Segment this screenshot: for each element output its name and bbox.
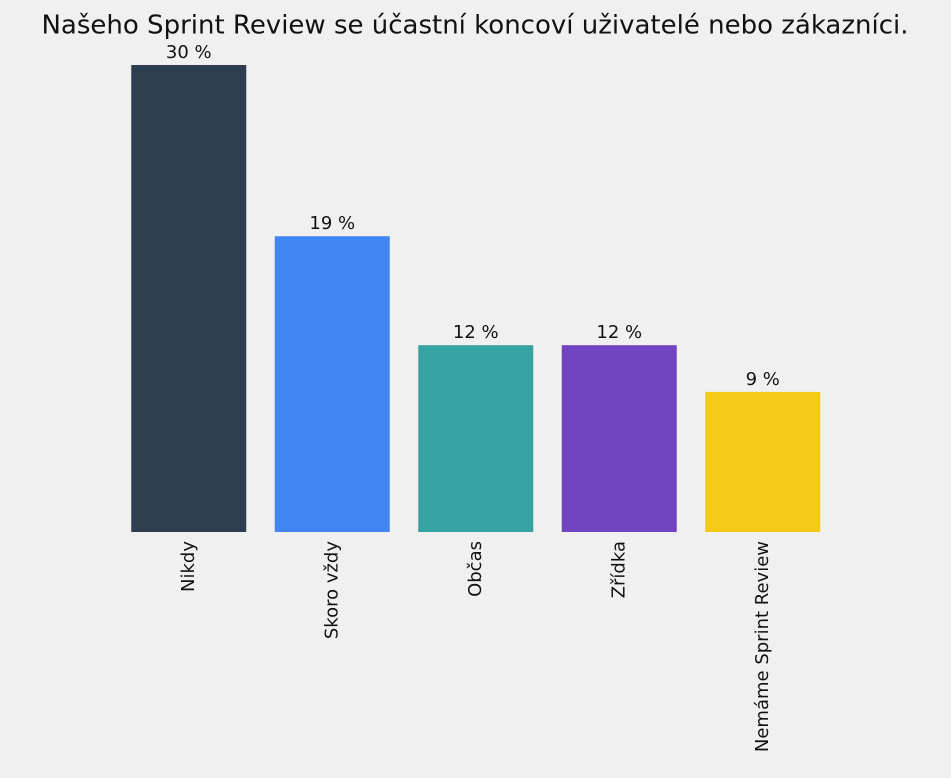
x-tick-label: Skoro vždy [321, 541, 342, 639]
bar [274, 236, 390, 532]
value-label: 19 % [309, 213, 355, 234]
value-label: 9 % [746, 369, 780, 390]
chart-title: Našeho Sprint Review se účastní koncoví … [41, 11, 908, 41]
x-tick-label: Nemáme Sprint Review [752, 541, 773, 752]
value-label: 12 % [453, 322, 499, 343]
bar [131, 65, 247, 532]
value-label: 30 % [166, 42, 212, 63]
x-tick-label: Občas [465, 541, 486, 597]
x-tick-label: Zřídka [608, 541, 629, 598]
bar [561, 345, 677, 532]
bar [705, 391, 821, 532]
value-label: 12 % [596, 322, 642, 343]
bar [418, 345, 534, 532]
x-tick-label: Nikdy [178, 541, 199, 592]
